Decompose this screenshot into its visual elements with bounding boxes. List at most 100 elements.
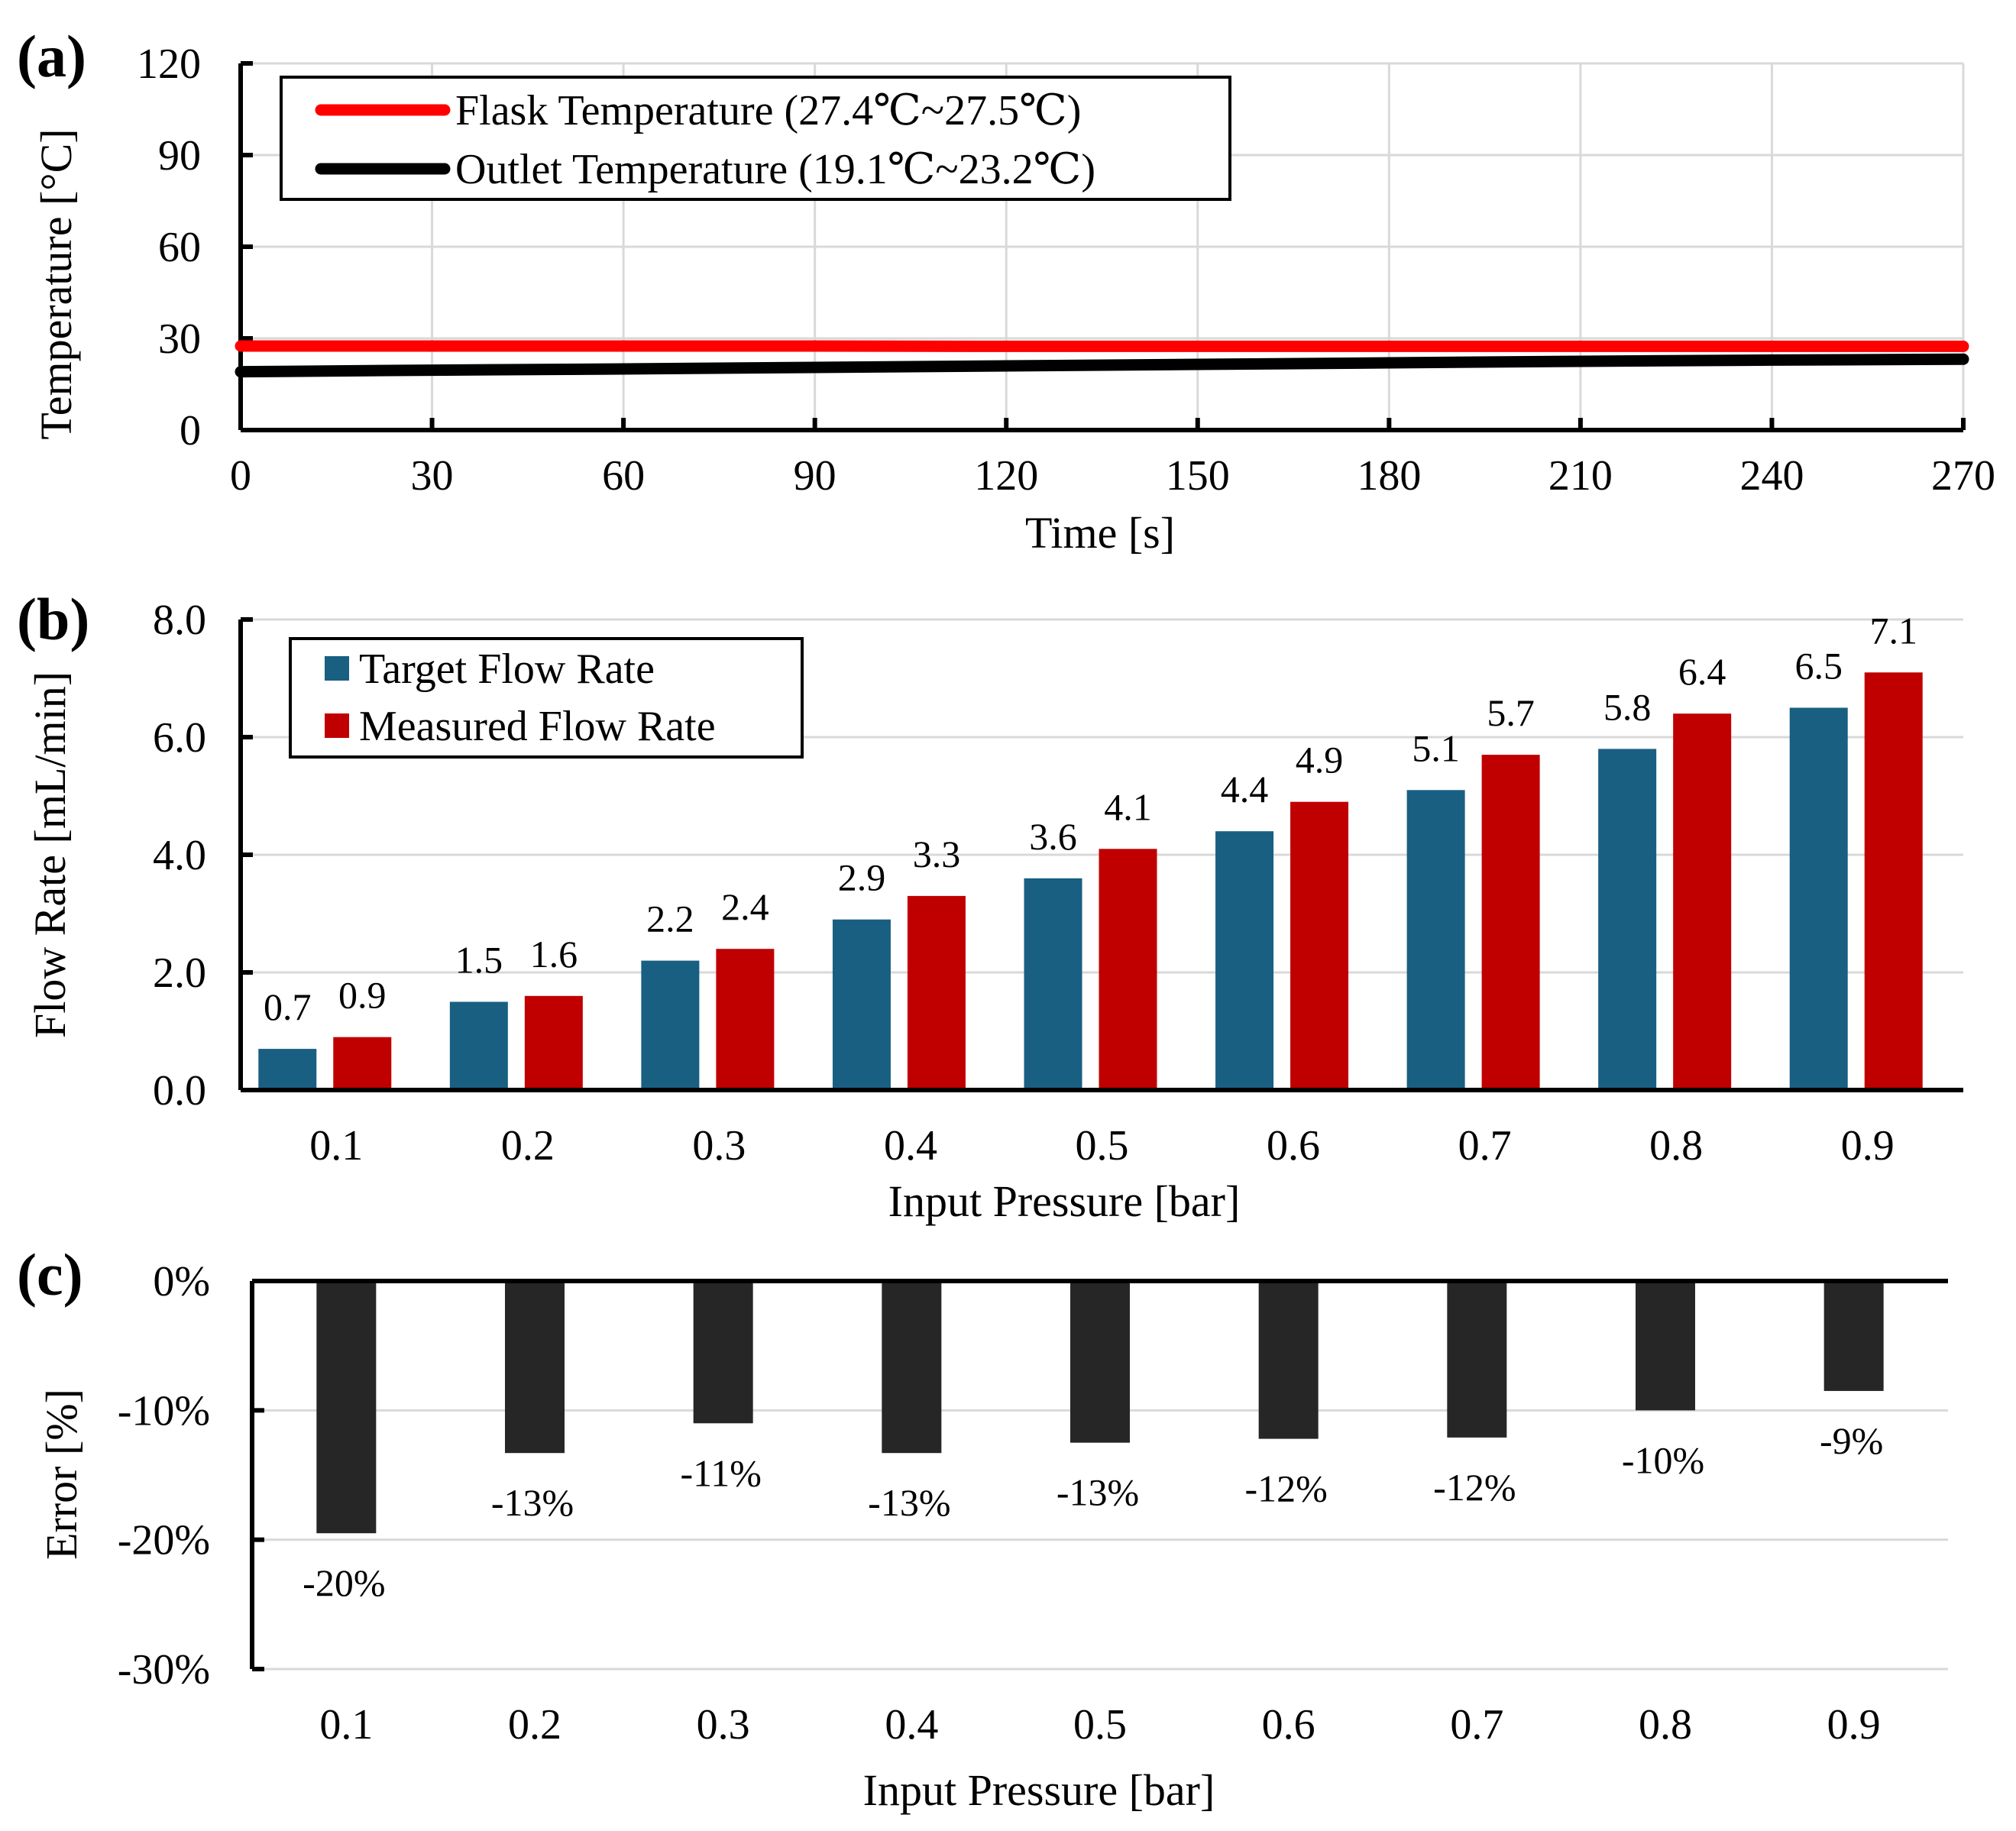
data-label: -10% xyxy=(1622,1438,1704,1481)
x-tick-label: 120 xyxy=(974,452,1038,500)
bar-target xyxy=(832,919,891,1090)
bar-error xyxy=(1258,1281,1319,1439)
x-tick-label: 60 xyxy=(602,452,645,500)
x-tick-label: 240 xyxy=(1739,452,1804,500)
x-tick-label: 0.7 xyxy=(1450,1701,1503,1749)
legend-swatch xyxy=(325,713,349,738)
data-label: 4.1 xyxy=(1104,785,1152,828)
y-tick-label: 120 xyxy=(137,40,201,88)
data-label: 3.6 xyxy=(1029,815,1077,858)
x-axis-title: Input Pressure [bar] xyxy=(863,1765,1215,1815)
data-label: -13% xyxy=(868,1481,950,1524)
bar-measured xyxy=(524,995,583,1090)
x-tick-label: 90 xyxy=(794,452,836,500)
x-axis-title: Input Pressure [bar] xyxy=(888,1176,1241,1226)
data-label: 2.2 xyxy=(646,898,694,940)
x-tick-label: 210 xyxy=(1548,452,1613,500)
data-label: 6.4 xyxy=(1678,650,1726,693)
x-tick-label: 0.7 xyxy=(1458,1122,1512,1169)
y-tick-label: 6.0 xyxy=(153,714,206,762)
y-axis-title: Error [%] xyxy=(37,1389,86,1560)
y-axis-title: Flow Rate [mL/min] xyxy=(25,671,75,1038)
legend-swatch xyxy=(325,656,349,681)
bar-target xyxy=(641,960,700,1090)
legend-label: Outlet Temperature (19.1℃~23.2℃) xyxy=(455,146,1095,193)
legend-box xyxy=(289,637,804,759)
y-tick-label: -10% xyxy=(118,1387,210,1435)
x-tick-label: 0.2 xyxy=(501,1122,555,1169)
data-label: 4.9 xyxy=(1296,739,1344,781)
x-tick-label: 0.6 xyxy=(1267,1122,1320,1169)
y-tick-label: 0.0 xyxy=(153,1067,206,1114)
bar-error xyxy=(882,1281,942,1454)
bar-target xyxy=(1215,831,1274,1090)
panel-label-a: (a) xyxy=(17,23,86,89)
x-axis-title: Time [s] xyxy=(1025,508,1175,558)
x-tick-label: 0.3 xyxy=(692,1122,746,1169)
y-tick-label: 60 xyxy=(158,224,201,271)
data-label: -13% xyxy=(491,1481,574,1524)
y-tick-label: 0 xyxy=(180,407,201,455)
bar-target xyxy=(1024,878,1082,1090)
bar-measured xyxy=(1099,849,1157,1090)
bar-error xyxy=(1823,1281,1884,1391)
bar-error xyxy=(316,1281,377,1534)
panel-label-b: (b) xyxy=(17,586,89,652)
data-label: 5.8 xyxy=(1603,685,1652,728)
x-tick-label: 30 xyxy=(411,452,454,500)
x-tick-label: 180 xyxy=(1357,452,1421,500)
data-label: 5.1 xyxy=(1412,726,1460,769)
y-tick-label: 0% xyxy=(153,1258,210,1305)
data-label: -12% xyxy=(1245,1467,1328,1510)
data-label: 5.7 xyxy=(1487,691,1535,734)
data-label: -9% xyxy=(1820,1419,1883,1462)
x-tick-label: 0.5 xyxy=(1073,1701,1127,1749)
bar-error xyxy=(1070,1281,1130,1443)
legend-box xyxy=(280,76,1231,201)
data-label: -20% xyxy=(303,1561,385,1604)
bar-error xyxy=(1447,1281,1507,1438)
bar-measured xyxy=(1673,713,1732,1090)
x-tick-label: 0.3 xyxy=(697,1701,750,1749)
bar-measured xyxy=(907,895,966,1090)
bar-measured xyxy=(1290,801,1349,1090)
bar-error xyxy=(693,1281,753,1424)
y-tick-label: 4.0 xyxy=(153,832,206,879)
y-tick-label: 90 xyxy=(158,132,201,180)
data-label: 2.9 xyxy=(838,856,886,899)
data-label: 1.5 xyxy=(455,939,503,982)
data-label: 3.3 xyxy=(913,833,961,875)
x-tick-label: 0.9 xyxy=(1841,1122,1895,1169)
legend-label: Target Flow Rate xyxy=(359,645,655,693)
data-label: -11% xyxy=(680,1451,761,1494)
series-line-outlet xyxy=(235,353,1969,378)
x-tick-label: 0.6 xyxy=(1262,1701,1315,1749)
y-tick-label: 30 xyxy=(158,315,201,363)
bar-target xyxy=(1598,749,1657,1090)
y-tick-label: -20% xyxy=(118,1517,210,1564)
data-label: 7.1 xyxy=(1869,609,1917,652)
x-tick-label: 150 xyxy=(1166,452,1230,500)
y-axis-title: Temperature [°C] xyxy=(31,128,81,439)
data-label: 4.4 xyxy=(1221,768,1269,810)
bar-measured xyxy=(1481,755,1540,1090)
bar-measured xyxy=(1864,672,1923,1090)
bar-target xyxy=(1789,707,1848,1090)
bar-target xyxy=(258,1049,317,1090)
x-tick-label: 0.1 xyxy=(309,1122,363,1169)
data-label: 2.4 xyxy=(721,885,769,928)
x-tick-label: 0.9 xyxy=(1827,1701,1881,1749)
bar-error xyxy=(1636,1281,1695,1411)
bar-target xyxy=(449,1001,508,1090)
x-tick-label: 0.2 xyxy=(508,1701,561,1749)
y-tick-label: 2.0 xyxy=(153,949,206,997)
panel-b: (b) 0.0 2.0 4.0 6.0 8.0 0.7 0.9 0.1 1.5 1.6 0.2 2.2 2… xyxy=(17,586,1963,1226)
data-label: 6.5 xyxy=(1794,645,1843,687)
legend-label: Measured Flow Rate xyxy=(359,703,716,750)
panel-c: (c) 0% -10% -20% -30% -20% 0.1 -13% 0.2 -11% 0.3 -1… xyxy=(17,1241,1948,1815)
x-tick-label: 0.4 xyxy=(884,1122,937,1169)
data-label: -12% xyxy=(1433,1466,1516,1509)
legend-label: Flask Temperature (27.4℃~27.5℃) xyxy=(455,87,1081,134)
y-tick-label: 8.0 xyxy=(153,597,206,644)
